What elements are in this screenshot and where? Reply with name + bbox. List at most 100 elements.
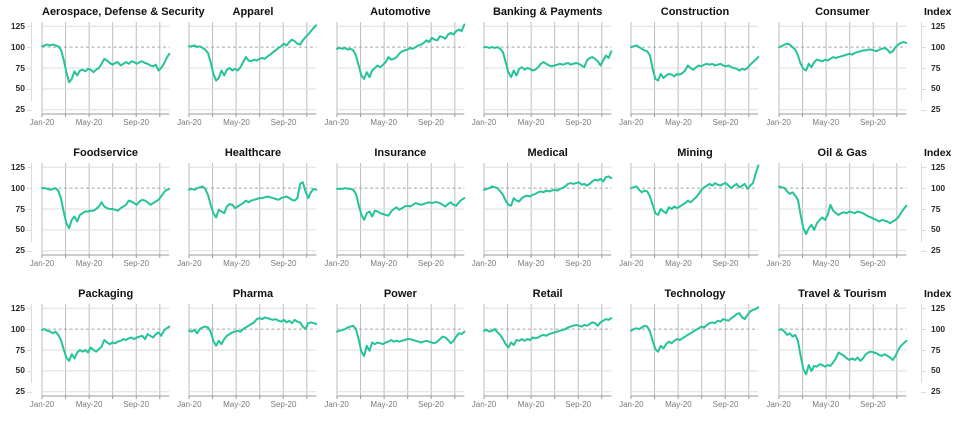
x-tick-label: May-20 (223, 259, 250, 268)
y-tick-label: 50 (15, 365, 25, 376)
y-tick-label: 50 (930, 224, 941, 235)
x-tick-label: May-20 (370, 118, 398, 127)
y-axis-tick (920, 329, 926, 331)
x-axis-labels: Jan-20 May-20 Sep-20 (177, 400, 316, 412)
x-tick-label: Sep-20 (859, 118, 886, 127)
y-tick-label: 125 (10, 20, 25, 31)
y-axis-tick (27, 391, 32, 393)
x-axis-labels: Jan-20 May-20 Sep-20 (766, 400, 906, 412)
y-tick-label: 100 (10, 323, 25, 334)
y-axis-tick (27, 329, 32, 331)
y-tick-label: 50 (15, 83, 25, 94)
x-tick-label: Jan-20 (471, 400, 497, 409)
y-tick-label: 25 (15, 245, 25, 256)
y-axis-tick (920, 88, 926, 90)
chart-title: Medical (527, 147, 568, 159)
x-tick-label: Jan-20 (619, 259, 644, 268)
chart-title: Technology (664, 288, 726, 300)
y-axis-tick (27, 109, 32, 111)
chart-oil-gas: Oil & Gas Jan-20 May-20 Sep-20 (766, 147, 906, 271)
x-axis-labels: Jan-20 May-20 Sep-20 (619, 400, 758, 412)
y-tick-label: 100 (930, 323, 946, 334)
chart-title: Power (383, 288, 417, 300)
chart-apparel: Apparel Jan-20 May-20 Sep-20 (177, 6, 316, 130)
y-axis-tick (920, 68, 926, 69)
x-tick-label: May-20 (812, 118, 840, 127)
chart-consumer: Consumer Jan-20 May-20 Sep-20 (766, 6, 906, 130)
y-axis-tick (27, 68, 32, 69)
chart-title: Construction (660, 6, 730, 18)
chart-aerospace-defense-security: Aerospace, Defense & Security Jan-20 May… (30, 6, 205, 130)
y-axis-line (920, 22, 922, 101)
line-chart (779, 163, 906, 258)
line-chart (779, 304, 906, 399)
chart-title: Retail (532, 288, 563, 300)
y-axis-tick (920, 109, 926, 111)
y-tick-label: 25 (930, 245, 941, 256)
x-tick-label: May-20 (665, 259, 692, 268)
y-axis-line (31, 163, 32, 242)
chart-title: Apparel (232, 6, 274, 18)
y-tick-label: 75 (15, 344, 25, 355)
x-tick-label: Jan-20 (29, 259, 55, 268)
y-axis-tick (27, 209, 32, 210)
line-chart (484, 22, 611, 117)
y-tick-label: 25 (15, 104, 25, 115)
x-tick-label: Sep-20 (565, 400, 592, 409)
y-tick-label: 50 (930, 365, 941, 376)
y-tick-label: 50 (930, 83, 941, 94)
chart-row-2: 125 100 75 50 25 Foodservice Jan-20 May-… (0, 147, 960, 271)
index-axis-title: Index (923, 147, 952, 159)
chart-title: Banking & Payments (492, 6, 603, 18)
line-chart (631, 304, 758, 399)
x-axis-labels: Jan-20 May-20 Sep-20 (472, 118, 611, 130)
y-axis-tick (27, 88, 32, 90)
x-tick-label: May-20 (223, 400, 250, 409)
line-chart (631, 163, 758, 258)
chart-title: Mining (677, 147, 713, 159)
y-axis-tick (27, 167, 32, 169)
x-tick-label: Jan-20 (766, 118, 791, 127)
x-tick-label: Jan-20 (324, 400, 349, 409)
line-chart (337, 22, 464, 117)
y-tick-label: 75 (930, 62, 941, 73)
chart-retail: Retail Jan-20 May-20 Sep-20 (472, 288, 611, 412)
y-axis-tick (27, 26, 32, 28)
chart-packaging: Packaging Jan-20 May-20 Sep-20 (30, 288, 169, 412)
x-tick-label: Jan-20 (177, 400, 202, 409)
x-tick-label: Sep-20 (417, 400, 444, 409)
chart-title: Foodservice (73, 147, 139, 159)
y-tick-label: 50 (15, 224, 25, 235)
y-tick-label: 125 (930, 20, 946, 31)
y-tick-label: 125 (930, 302, 946, 313)
right-y-axis: Index 125 100 75 50 25 (916, 288, 958, 411)
y-axis-line (920, 304, 922, 383)
chart-mining: Mining Jan-20 May-20 Sep-20 (619, 147, 758, 271)
x-tick-label: May-20 (665, 118, 692, 127)
x-tick-label: Sep-20 (712, 400, 739, 409)
x-tick-label: Jan-20 (766, 259, 791, 268)
x-tick-label: Sep-20 (417, 259, 444, 268)
x-tick-label: May-20 (812, 400, 840, 409)
x-axis-labels: Jan-20 May-20 Sep-20 (30, 400, 169, 412)
y-axis-tick (920, 391, 926, 393)
chart-pharma: Pharma Jan-20 May-20 Sep-20 (177, 288, 316, 412)
line-chart (42, 22, 169, 117)
x-axis-labels: Jan-20 May-20 Sep-20 (324, 400, 464, 412)
index-axis-title: Index (923, 6, 952, 18)
y-tick-label: 100 (930, 41, 946, 52)
y-axis-tick (920, 47, 926, 49)
chart-title: Automotive (370, 6, 431, 18)
x-axis-labels: Jan-20 May-20 Sep-20 (766, 259, 906, 271)
x-tick-label: Jan-20 (619, 400, 644, 409)
x-tick-label: Sep-20 (270, 400, 297, 409)
right-y-axis: Index 125 100 75 50 25 (916, 147, 958, 270)
chart-construction: Construction Jan-20 May-20 Sep-20 (619, 6, 758, 130)
y-axis-tick (920, 350, 926, 351)
left-y-axis: 125 100 75 50 25 (2, 6, 32, 129)
x-tick-label: Sep-20 (123, 400, 150, 409)
chart-title: Packaging (78, 288, 134, 300)
x-tick-label: Sep-20 (270, 259, 297, 268)
y-tick-label: 75 (15, 203, 25, 214)
x-tick-label: May-20 (75, 259, 103, 268)
